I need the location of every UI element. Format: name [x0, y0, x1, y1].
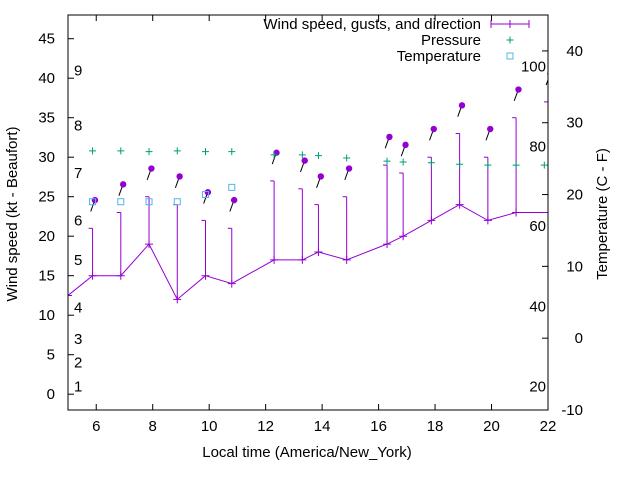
direction-arrowhead: [204, 189, 212, 196]
legend-pressure-marker: [506, 36, 514, 44]
direction-arrowhead: [301, 157, 308, 164]
legend-label-temperature: Temperature: [397, 48, 481, 65]
direction-arrowhead: [119, 181, 127, 188]
y-tick-label: 15: [38, 268, 55, 285]
x-tick-label: 14: [314, 418, 331, 435]
y2-tick-label: 20: [566, 187, 583, 204]
beaufort-label: 2: [74, 355, 82, 372]
direction-arrowhead: [148, 165, 155, 172]
x-tick-label: 8: [149, 418, 157, 435]
pressure-point: [399, 158, 407, 166]
pressure-point: [383, 157, 391, 165]
temperature-point: [117, 198, 125, 206]
wind-speed-point: [544, 208, 548, 217]
axes: 6 8 10 12 14 16 18 20 22051015202530354045-10010…: [38, 14, 583, 435]
y-tick-label: 45: [38, 31, 55, 48]
beaufort-label: 1: [74, 378, 82, 395]
series-clip: [68, 71, 548, 304]
x-tick-label: 16: [370, 418, 387, 435]
pressure-point: [228, 148, 236, 156]
beaufort-label: 5: [74, 252, 82, 269]
pressure-point: [540, 161, 548, 169]
direction-arrowhead: [317, 173, 325, 180]
legend-wind-marker: [506, 20, 514, 28]
beaufort-label: 3: [74, 331, 82, 348]
temperature-point: [145, 198, 153, 206]
y2-tick-label: 40: [566, 43, 583, 60]
wind-speed-point: [68, 291, 72, 300]
pressure-point: [484, 161, 492, 169]
direction-arrowhead: [91, 196, 99, 204]
wind-speed-line: [68, 204, 548, 301]
x-tick-label: 10: [201, 418, 218, 435]
y-tick-label: 20: [38, 228, 55, 245]
y2-tick-label: 0: [575, 330, 583, 347]
fahrenheit-label: 20: [529, 378, 546, 395]
y-tick-label: 35: [38, 110, 55, 127]
beaufort-label: 6: [74, 212, 82, 229]
legend: Wind speed, gusts, and directionPressure…: [263, 16, 530, 65]
pressure-point: [202, 148, 210, 156]
pressure-point: [343, 154, 351, 162]
y2-tick-label: -10: [561, 402, 583, 419]
pressure-point: [298, 151, 306, 159]
y-tick-label: 0: [47, 386, 55, 403]
temperature-point: [202, 191, 210, 199]
y-tick-label: 25: [38, 189, 55, 206]
temperature-point: [228, 183, 236, 191]
direction-arrowhead: [345, 165, 353, 172]
x-tick-label: 20: [483, 418, 500, 435]
fahrenheit-label: 80: [529, 138, 546, 155]
beaufort-label: 7: [74, 165, 82, 182]
pressure-point: [314, 152, 322, 160]
temperature-point: [89, 198, 97, 206]
fahrenheit-label: 60: [529, 218, 546, 235]
x-tick-label: 12: [257, 418, 274, 435]
y-tick-label: 5: [47, 347, 55, 364]
x-axis-label: Local time (America/New_York): [202, 444, 412, 461]
fahrenheit-label: 100: [521, 59, 546, 76]
direction-arrowhead: [458, 102, 466, 109]
x-tick-label: 18: [427, 418, 444, 435]
direction-arrowhead: [430, 125, 437, 133]
y-tick-label: 40: [38, 70, 55, 87]
y2-axis-label: Temperature (C - F): [594, 148, 611, 280]
fahrenheit-label: 40: [529, 299, 546, 316]
y-axis-label: Wind speed (kt - Beaufort): [4, 126, 21, 301]
direction-arrowhead: [386, 133, 393, 141]
direction-shaft: [545, 78, 548, 86]
beaufort-label: 9: [74, 62, 82, 79]
y-tick-label: 10: [38, 307, 55, 324]
direction-arrowhead: [176, 173, 183, 180]
legend-label-pressure: Pressure: [421, 32, 481, 49]
direction-arrowhead: [515, 86, 522, 93]
pressure-point: [89, 147, 97, 155]
direction-arrowhead: [230, 196, 238, 204]
pressure-point: [117, 147, 125, 155]
pressure-point: [145, 148, 153, 156]
temperature-point: [173, 198, 181, 206]
plot-border: [67, 14, 549, 411]
x-tick-label: 22: [540, 418, 557, 435]
direction-arrowhead: [402, 141, 409, 149]
pressure-point: [427, 159, 435, 167]
x-tick-label: 6: [92, 418, 100, 435]
y-tick-label: 30: [38, 149, 55, 166]
pressure-point: [270, 151, 278, 159]
pressure-point: [512, 161, 520, 169]
legend-label-wind: Wind speed, gusts, and direction: [263, 16, 481, 33]
direction-arrowhead: [487, 125, 494, 133]
beaufort-label: 4: [74, 299, 82, 316]
legend-temperature-marker: [506, 52, 514, 60]
pressure-point: [456, 160, 464, 168]
beaufort-label: 8: [74, 118, 82, 135]
series-layer: [68, 71, 548, 304]
y2-tick-label: 10: [566, 258, 583, 275]
y2-tick-label: 30: [566, 115, 583, 132]
pressure-point: [173, 147, 181, 155]
